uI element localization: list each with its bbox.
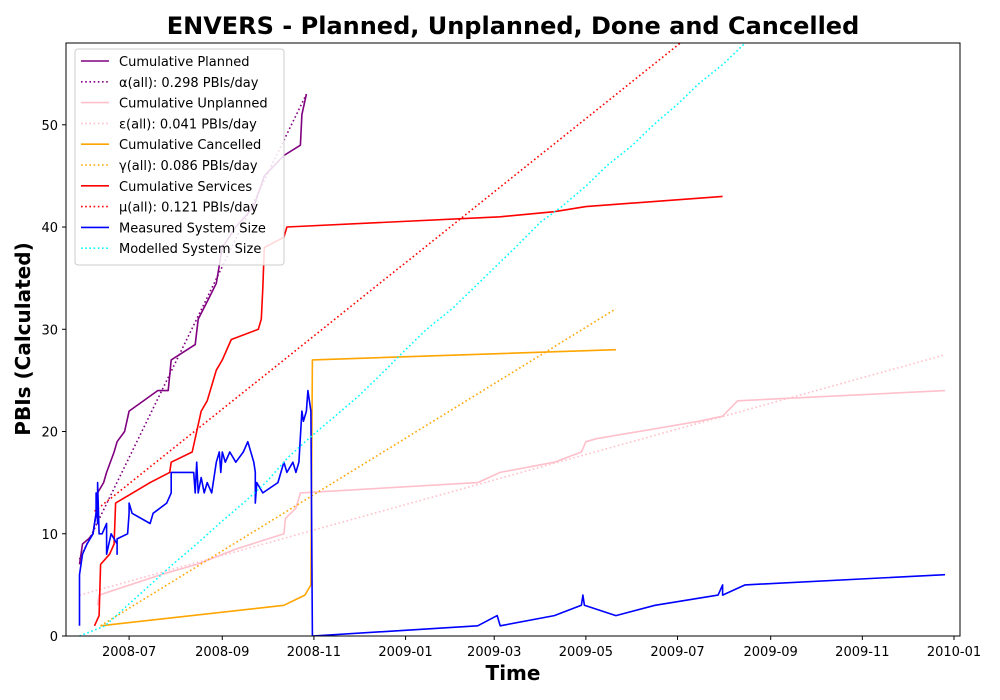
plot-series-group <box>78 43 946 636</box>
series-line-measured-system-size <box>78 389 946 636</box>
plot-frame <box>65 42 961 637</box>
x-tick-label: 2009-07 <box>650 645 704 660</box>
legend-label: μ(all): 0.121 PBIs/day <box>119 201 258 216</box>
y-tick-label: 10 <box>41 528 58 543</box>
x-tick-label: 2009-03 <box>467 645 521 660</box>
y-tick-label: 50 <box>41 119 58 134</box>
y-tick-label: 0 <box>50 630 58 645</box>
series-line-modelled-system-size <box>79 43 746 636</box>
series-line-all-0-086-pbis-day <box>100 308 617 627</box>
y-axis-label: PBIs (Calculated) <box>11 242 35 435</box>
legend-label: Measured System Size <box>119 221 266 236</box>
legend-label: α(all): 0.298 PBIs/day <box>119 76 259 91</box>
x-tick-label: 2009-11 <box>835 645 889 660</box>
series-line-cumulative-services <box>93 195 723 627</box>
y-tick-label: 30 <box>41 323 58 338</box>
legend-label: ε(all): 0.041 PBIs/day <box>119 117 257 132</box>
x-tick-label: 2008-09 <box>195 645 249 660</box>
series-line-cumulative-cancelled <box>100 348 616 627</box>
y-tick-label: 20 <box>41 426 58 441</box>
x-tick-label: 2009-05 <box>559 645 613 660</box>
legend-label: γ(all): 0.086 PBIs/day <box>119 159 258 174</box>
legend-label: Cumulative Unplanned <box>119 97 268 112</box>
x-tick-label: 2010-01 <box>927 645 981 660</box>
x-tick-label: 2009-09 <box>744 645 798 660</box>
axes-group: 2008-07 2008-09 2008-11 2009-01 2009-03 2009-… <box>41 42 981 660</box>
x-axis-label: Time <box>486 661 541 685</box>
series-line-all-0-041-pbis-day <box>79 354 946 596</box>
legend-box <box>74 48 285 266</box>
chart-title: ENVERS - Planned, Unplanned, Done and Ca… <box>167 12 860 40</box>
x-tick-label: 2009-01 <box>378 645 432 660</box>
legend-label: Cumulative Services <box>119 180 252 195</box>
legend-label: Modelled System Size <box>119 242 261 257</box>
x-tick-label: 2008-07 <box>102 645 156 660</box>
x-tick-label: 2008-11 <box>287 645 341 660</box>
series-line-cumulative-unplanned <box>96 389 946 606</box>
y-tick-label: 40 <box>41 221 58 236</box>
legend-label: Cumulative Cancelled <box>119 138 261 153</box>
legend: Cumulative Planned α(all): 0.298 PBIs/day… <box>74 48 285 266</box>
legend-label: Cumulative Planned <box>119 55 249 70</box>
